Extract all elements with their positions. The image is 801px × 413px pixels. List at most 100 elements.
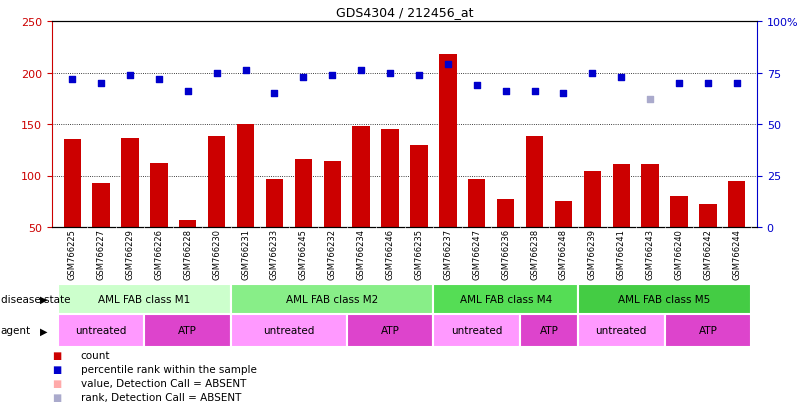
Point — [355, 68, 368, 75]
Point — [644, 97, 657, 103]
Bar — [578, 314, 665, 347]
Bar — [295, 160, 312, 279]
Text: GSM766232: GSM766232 — [328, 228, 336, 280]
Text: AML FAB class M1: AML FAB class M1 — [99, 294, 191, 304]
Bar — [179, 220, 196, 279]
Bar — [58, 314, 144, 347]
Text: count: count — [81, 350, 111, 360]
Text: value, Detection Call = ABSENT: value, Detection Call = ABSENT — [81, 378, 246, 388]
Text: GSM766244: GSM766244 — [732, 228, 741, 279]
Point — [615, 74, 628, 81]
Text: rank, Detection Call = ABSENT: rank, Detection Call = ABSENT — [81, 392, 241, 402]
Text: AML FAB class M4: AML FAB class M4 — [460, 294, 552, 304]
Text: ATP: ATP — [380, 326, 400, 336]
Text: untreated: untreated — [75, 326, 127, 336]
Point — [557, 90, 570, 97]
Bar — [231, 314, 347, 347]
Bar — [497, 200, 514, 279]
Bar — [520, 314, 578, 347]
Point — [297, 74, 310, 81]
Bar — [381, 130, 399, 279]
Bar — [237, 125, 254, 279]
Bar — [121, 139, 139, 279]
Bar — [231, 284, 433, 314]
Text: GSM766229: GSM766229 — [126, 228, 135, 279]
Text: disease state: disease state — [1, 294, 70, 304]
Text: GSM766227: GSM766227 — [97, 228, 106, 280]
Text: GSM766234: GSM766234 — [356, 228, 366, 280]
Text: GSM766238: GSM766238 — [530, 228, 539, 280]
Point — [95, 80, 107, 87]
Point — [211, 70, 223, 77]
Bar — [92, 183, 110, 279]
Bar — [613, 165, 630, 279]
Bar — [555, 202, 572, 279]
Bar — [665, 314, 751, 347]
Point — [731, 80, 743, 87]
Bar — [578, 284, 751, 314]
Text: GSM766233: GSM766233 — [270, 228, 279, 280]
Point — [152, 76, 165, 83]
Text: GSM766230: GSM766230 — [212, 228, 221, 280]
Text: ▶: ▶ — [40, 326, 47, 336]
Text: ATP: ATP — [540, 326, 558, 336]
Point — [499, 88, 512, 95]
Text: GSM766231: GSM766231 — [241, 228, 250, 280]
Text: percentile rank within the sample: percentile rank within the sample — [81, 364, 256, 374]
Text: untreated: untreated — [595, 326, 647, 336]
Point — [66, 76, 78, 83]
Text: GSM766236: GSM766236 — [501, 228, 510, 280]
Text: ■: ■ — [52, 392, 61, 402]
Point — [673, 80, 686, 87]
Text: AML FAB class M2: AML FAB class M2 — [286, 294, 378, 304]
Point — [586, 70, 598, 77]
Bar — [699, 205, 717, 279]
Text: GSM766225: GSM766225 — [68, 228, 77, 279]
Bar — [728, 181, 746, 279]
Text: GSM766241: GSM766241 — [617, 228, 626, 279]
Text: GSM766237: GSM766237 — [443, 228, 453, 280]
Point — [239, 68, 252, 75]
Text: agent: agent — [1, 326, 31, 336]
Text: ATP: ATP — [698, 326, 718, 336]
Point — [181, 88, 194, 95]
Bar — [208, 137, 225, 279]
Text: GSM766228: GSM766228 — [183, 228, 192, 280]
Text: untreated: untreated — [264, 326, 315, 336]
Point — [123, 72, 136, 79]
Text: GSM766226: GSM766226 — [155, 228, 163, 280]
Text: ■: ■ — [52, 364, 61, 374]
Text: GSM766235: GSM766235 — [414, 228, 424, 280]
Point — [384, 70, 396, 77]
Bar — [63, 140, 81, 279]
Bar — [151, 164, 167, 279]
Bar — [347, 314, 433, 347]
Text: GSM766242: GSM766242 — [703, 228, 712, 279]
Bar — [410, 145, 428, 279]
Point — [470, 82, 483, 89]
Bar — [468, 179, 485, 279]
Point — [702, 80, 714, 87]
Text: GSM766248: GSM766248 — [559, 228, 568, 280]
Bar — [433, 284, 578, 314]
Text: ▶: ▶ — [40, 294, 47, 304]
Text: ATP: ATP — [179, 326, 197, 336]
Text: GSM766245: GSM766245 — [299, 228, 308, 279]
Point — [528, 88, 541, 95]
Bar — [584, 172, 601, 279]
Bar — [324, 161, 341, 279]
Text: GSM766240: GSM766240 — [674, 228, 683, 279]
Point — [326, 72, 339, 79]
Text: GSM766243: GSM766243 — [646, 228, 654, 280]
Bar — [642, 165, 658, 279]
Text: AML FAB class M5: AML FAB class M5 — [618, 294, 710, 304]
Title: GDS4304 / 212456_at: GDS4304 / 212456_at — [336, 7, 473, 19]
Bar — [58, 284, 231, 314]
Bar — [352, 127, 370, 279]
Text: GSM766247: GSM766247 — [473, 228, 481, 280]
Bar — [433, 314, 520, 347]
Bar — [439, 55, 457, 279]
Text: GSM766246: GSM766246 — [385, 228, 395, 280]
Point — [413, 72, 425, 79]
Bar — [266, 179, 283, 279]
